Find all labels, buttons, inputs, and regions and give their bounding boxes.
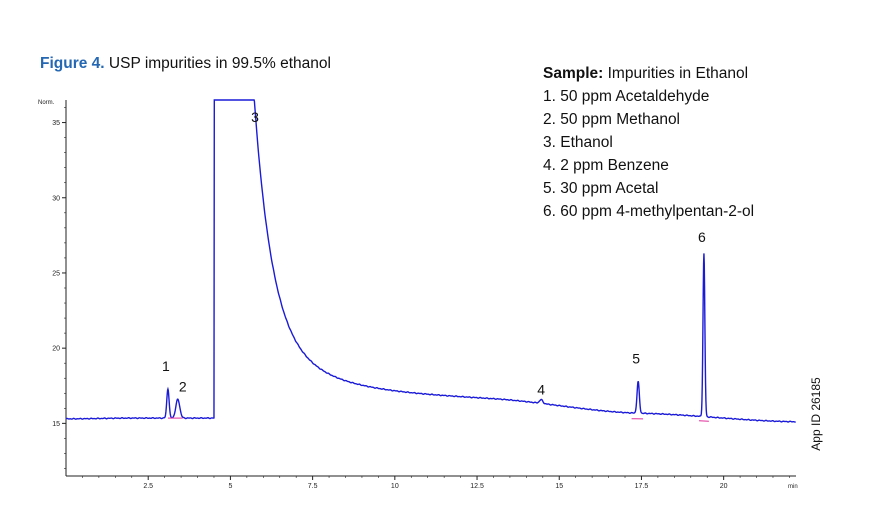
y-tick-label: 30: [52, 195, 60, 202]
integration-baseline: [698, 420, 709, 422]
x-tick-label: 12.5: [470, 483, 484, 490]
x-axis-label: min: [788, 484, 798, 490]
sample-item-6: 6. 60 ppm 4-methylpentan-2-ol: [543, 203, 755, 220]
chromatogram-trace: [65, 99, 796, 423]
y-tick-label: 15: [52, 421, 60, 428]
sample-item-1: 1. 50 ppm Acetaldehyde: [543, 88, 710, 105]
sample-label: Sample:: [543, 65, 604, 82]
sample-legend: Sample: Impurities in Ethanol 1. 50 ppm …: [543, 62, 754, 223]
figure-title: USP impurities in 99.5% ethanol: [108, 55, 331, 72]
y-tick-label: 35: [52, 120, 60, 127]
y-tick-label: 20: [52, 346, 60, 353]
y-tick-label: 25: [52, 270, 60, 277]
figure-caption: Figure 4. USP impurities in 99.5% ethano…: [40, 55, 331, 73]
figure-label: Figure 4.: [40, 55, 105, 72]
x-tick-label: 20: [720, 483, 728, 490]
x-tick-label: 15: [555, 483, 563, 490]
x-tick-label: 7.5: [308, 483, 318, 490]
x-tick-label: 17.5: [635, 483, 649, 490]
sample-name: Impurities in Ethanol: [607, 65, 749, 82]
sample-item-3: 3. Ethanol: [543, 134, 613, 151]
x-tick-label: 5: [228, 483, 232, 490]
peak-label: 3: [251, 109, 259, 125]
peak-label: 1: [162, 358, 170, 374]
sample-item-2: 2. 50 ppm Methanol: [543, 111, 681, 128]
app-id-label: App ID 26185: [809, 377, 823, 451]
peak-label: 6: [698, 229, 706, 245]
peak-label: 4: [537, 381, 545, 397]
x-tick-label: 10: [391, 483, 399, 490]
sample-item-5: 5. 30 ppm Acetal: [543, 180, 659, 197]
sample-heading: Sample: Impurities in Ethanol: [543, 62, 754, 85]
y-axis-label: Norm.: [38, 100, 55, 106]
peak-label: 5: [632, 350, 640, 366]
x-tick-label: 2.5: [143, 483, 153, 490]
peak-label: 2: [179, 378, 187, 394]
sample-item-4: 4. 2 ppm Benzene: [543, 157, 669, 174]
